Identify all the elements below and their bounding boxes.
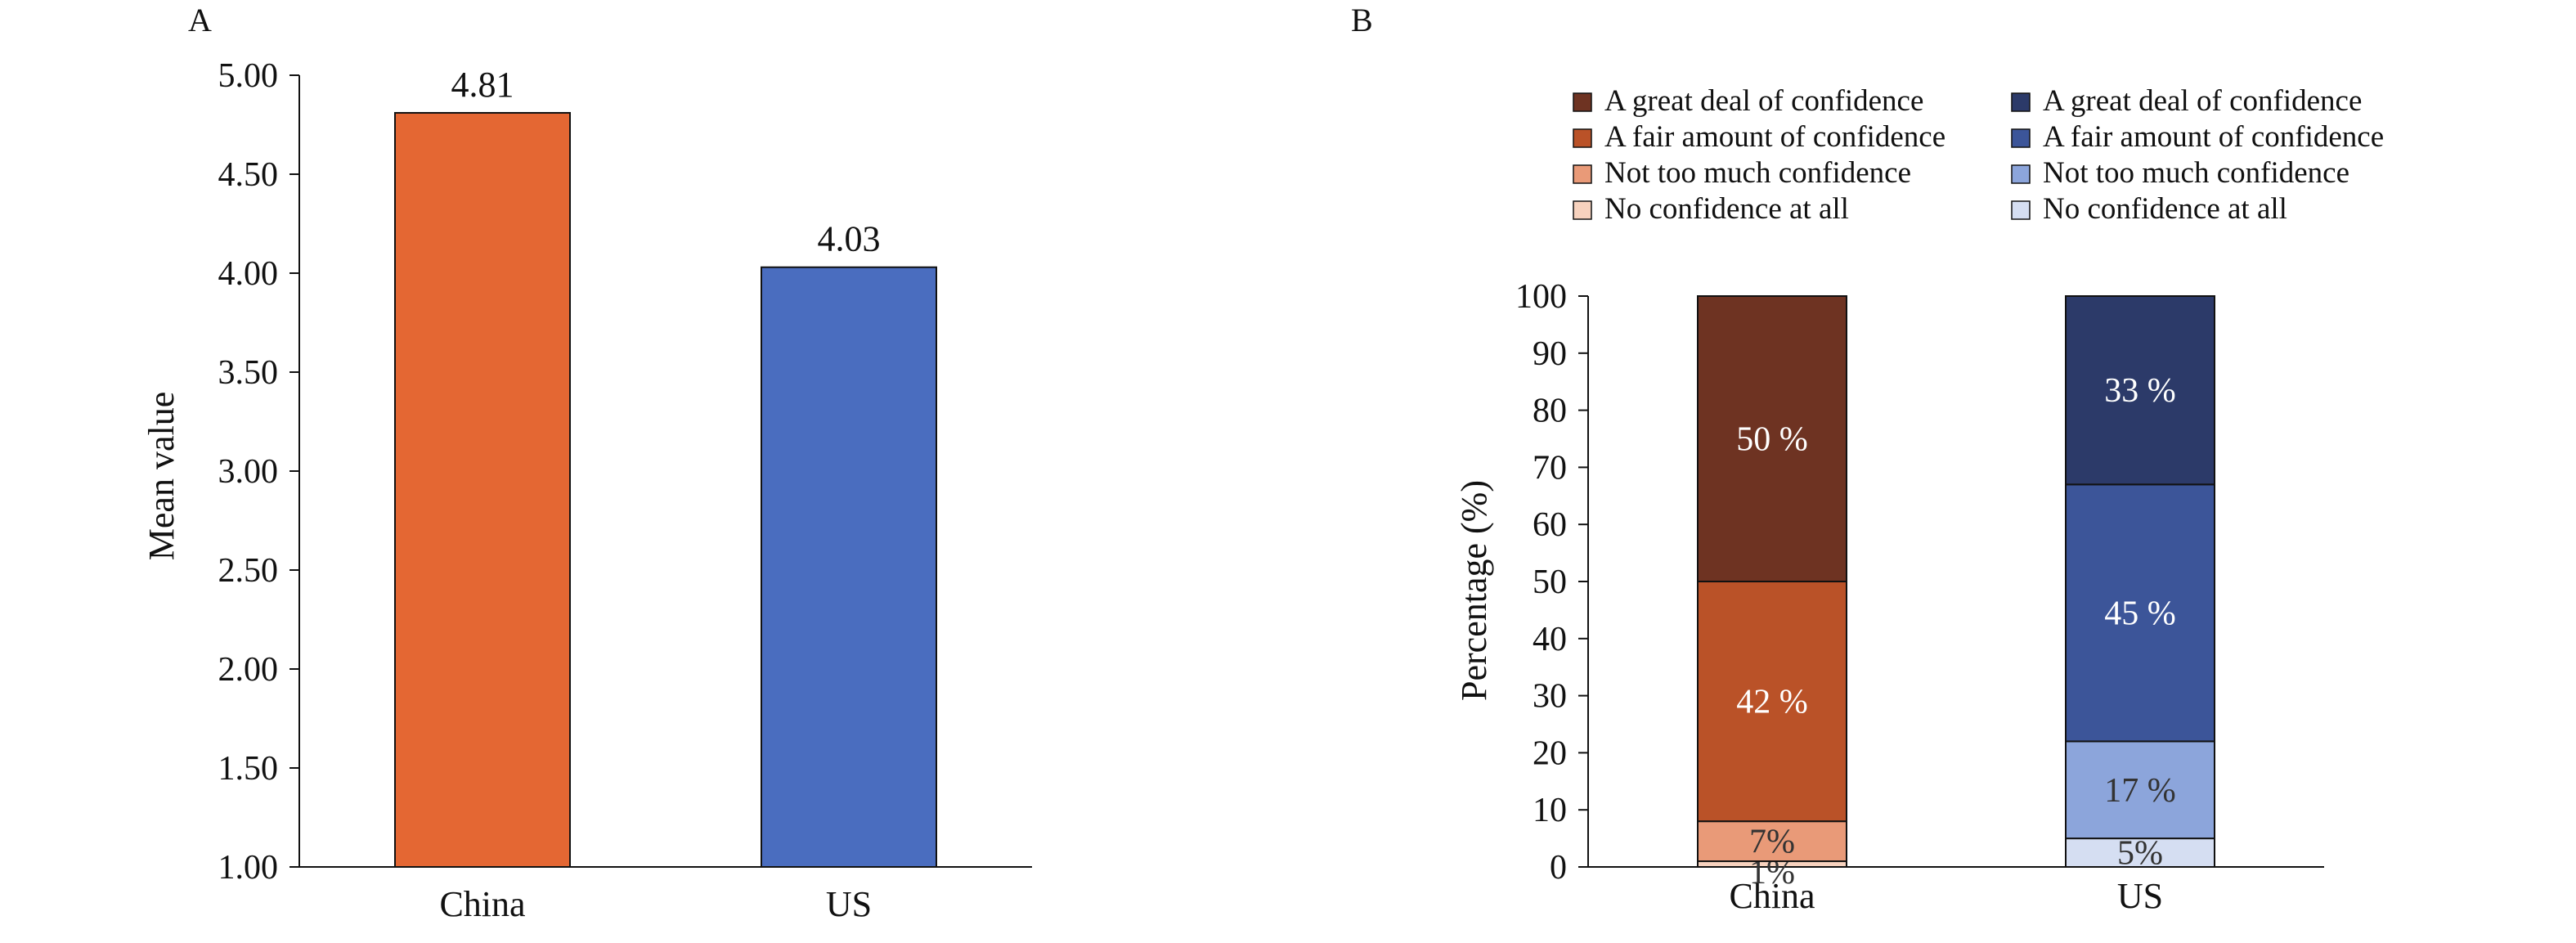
panel-b-y-tick-label: 70 <box>1533 449 1567 487</box>
panel-a-y-tick-label: 1.50 <box>218 750 279 788</box>
legend-swatch <box>1573 200 1592 220</box>
legend-swatch <box>2011 92 2031 112</box>
legend-swatch <box>1573 128 1592 148</box>
panel-b-segment-label: 17 % <box>2104 772 2176 810</box>
panel-a-bar-china <box>394 111 571 869</box>
panel-b: B Percentage (%) A great deal of confide… <box>1351 2 2384 916</box>
legend-swatch <box>2011 128 2031 148</box>
panel-a-data-label: 4.81 <box>451 65 514 105</box>
legend-entry-label: A great deal of confidence <box>2043 84 2362 118</box>
panel-a-label: A <box>188 2 212 38</box>
panel-b-y-tick-label: 80 <box>1533 393 1567 430</box>
panel-b-y-tick-label: 10 <box>1533 792 1567 829</box>
panel-b-y-tick-label: 90 <box>1533 335 1567 373</box>
panel-a-y-tick-label: 1.00 <box>218 849 279 887</box>
panel-a-y-tick-label: 2.50 <box>218 552 279 590</box>
panel-a-x-tick-label: China <box>439 884 525 924</box>
panel-b-segment-label: 7% <box>1749 824 1795 861</box>
panel-a-bars: 4.81 4.03 <box>394 65 937 869</box>
panel-b-y-tick-label: 50 <box>1533 564 1567 601</box>
panel-b-label: B <box>1351 2 1373 38</box>
panel-b-bar-segment <box>2065 483 2215 743</box>
panel-a-y-axis-label: Mean value <box>141 392 182 560</box>
legend-swatch <box>2011 164 2031 184</box>
panel-a: A Mean value 1.00 1.50 2.00 2.50 3.00 3.50 4.0… <box>141 2 1032 924</box>
panel-b-segment-label: 5% <box>2117 835 2163 873</box>
panel-b-y-tick-label: 100 <box>1515 278 1567 316</box>
panel-b-bar-segment <box>2065 295 2215 486</box>
panel-b-y-tick-label: 20 <box>1533 734 1567 772</box>
panel-b-x-tick-label: US <box>2117 876 2163 916</box>
legend-entry-label: A fair amount of confidence <box>1604 120 1945 154</box>
panel-a-data-label: 4.03 <box>818 219 881 259</box>
panel-b-segment-label: 45 % <box>2104 595 2176 632</box>
panel-b-bar-segment <box>2065 740 2215 840</box>
panel-b-y-tick-label: 0 <box>1550 849 1567 887</box>
panel-b-segment-label: 33 % <box>2104 372 2176 410</box>
legend-swatch <box>1573 92 1592 112</box>
panel-a-y-tick-label: 4.00 <box>218 255 279 293</box>
panel-b-y-tick-label: 30 <box>1533 678 1567 716</box>
legend-entry-label: No confidence at all <box>1604 192 1849 226</box>
panel-b-y-axis-label: Percentage (%) <box>1454 480 1494 701</box>
panel-a-bar-us <box>761 266 937 868</box>
panel-a-y-tick-label: 3.50 <box>218 354 279 392</box>
panel-b-x-tick-label: China <box>1729 876 1815 916</box>
panel-b-bars: 1%7%42 %50 %5%17 %45 %33 % <box>1697 295 2215 891</box>
panel-b-y-tick-label: 60 <box>1533 506 1567 544</box>
panel-b-bar-segment <box>1697 581 1847 823</box>
panel-b-segment-label: 50 % <box>1736 421 1808 459</box>
legend-entry-label: Not too much confidence <box>1604 156 1911 190</box>
legend-swatch <box>2011 200 2031 220</box>
legend-swatch <box>1573 164 1592 184</box>
panel-b-bar-segment <box>2065 837 2215 868</box>
panel-b-bar-segment <box>1697 295 1847 582</box>
panel-a-y-tick-label: 4.50 <box>218 156 279 194</box>
panel-a-y-tick-label: 3.00 <box>218 453 279 491</box>
legend-entry-label: A great deal of confidence <box>1604 84 1923 118</box>
legend-entry-label: No confidence at all <box>2043 192 2287 226</box>
panel-b-bar-segment <box>1697 820 1847 863</box>
panel-a-y-tick-label: 5.00 <box>218 57 279 95</box>
legend-entry-label: A fair amount of confidence <box>2043 120 2384 154</box>
panel-a-x-tick-label: US <box>826 884 872 924</box>
legend-entry-label: Not too much confidence <box>2043 156 2349 190</box>
panel-a-y-tick-label: 2.00 <box>218 651 279 689</box>
panel-b-y-tick-label: 40 <box>1533 621 1567 658</box>
panel-b-segment-label: 42 % <box>1736 684 1808 721</box>
